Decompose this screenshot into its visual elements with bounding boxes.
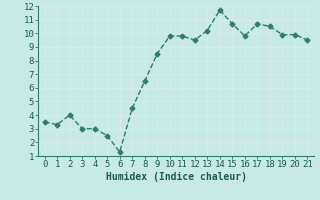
- X-axis label: Humidex (Indice chaleur): Humidex (Indice chaleur): [106, 172, 246, 182]
